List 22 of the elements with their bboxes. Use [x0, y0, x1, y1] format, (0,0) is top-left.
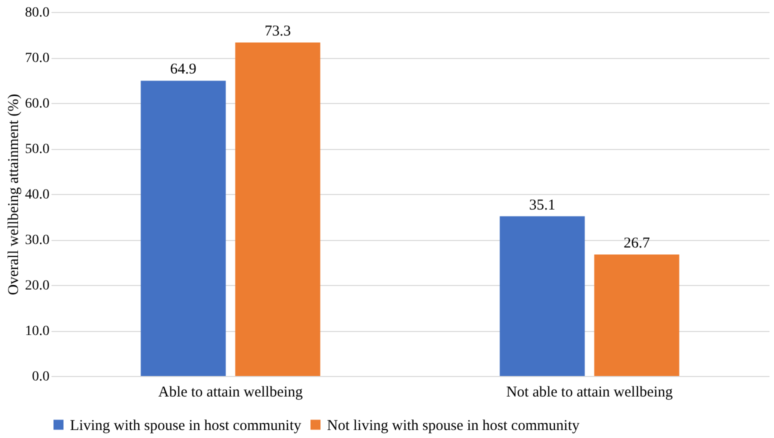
y-tick-label: 70.0 [25, 51, 50, 66]
data-label: 64.9 [170, 62, 196, 78]
x-tick-label: Able to attain wellbeing [158, 384, 304, 400]
data-label: 73.3 [264, 23, 291, 40]
y-tick-label: 80.0 [25, 6, 50, 20]
bar [500, 216, 585, 376]
y-tick-label: 60.0 [25, 96, 50, 112]
legend-label: Not living with spouse in host community [327, 418, 580, 434]
y-tick-label: 0.0 [32, 370, 50, 384]
bar [140, 80, 226, 376]
bar [594, 254, 680, 376]
y-tick-label: 40.0 [25, 188, 50, 202]
data-label: 35.1 [529, 197, 556, 214]
y-tick-label: 10.0 [25, 324, 50, 339]
y-tick-label: 50.0 [25, 142, 50, 157]
y-axis-title: Overall wellbeing attainment (%) [6, 94, 22, 296]
legend-label: Living with spouse in host community [70, 418, 302, 434]
bar [235, 42, 320, 376]
x-tick-label: Not able to attain wellbeing [506, 384, 674, 400]
y-tick-label: 20.0 [25, 278, 50, 294]
data-label: 26.7 [624, 236, 650, 252]
y-tick-label: 30.0 [25, 233, 50, 248]
